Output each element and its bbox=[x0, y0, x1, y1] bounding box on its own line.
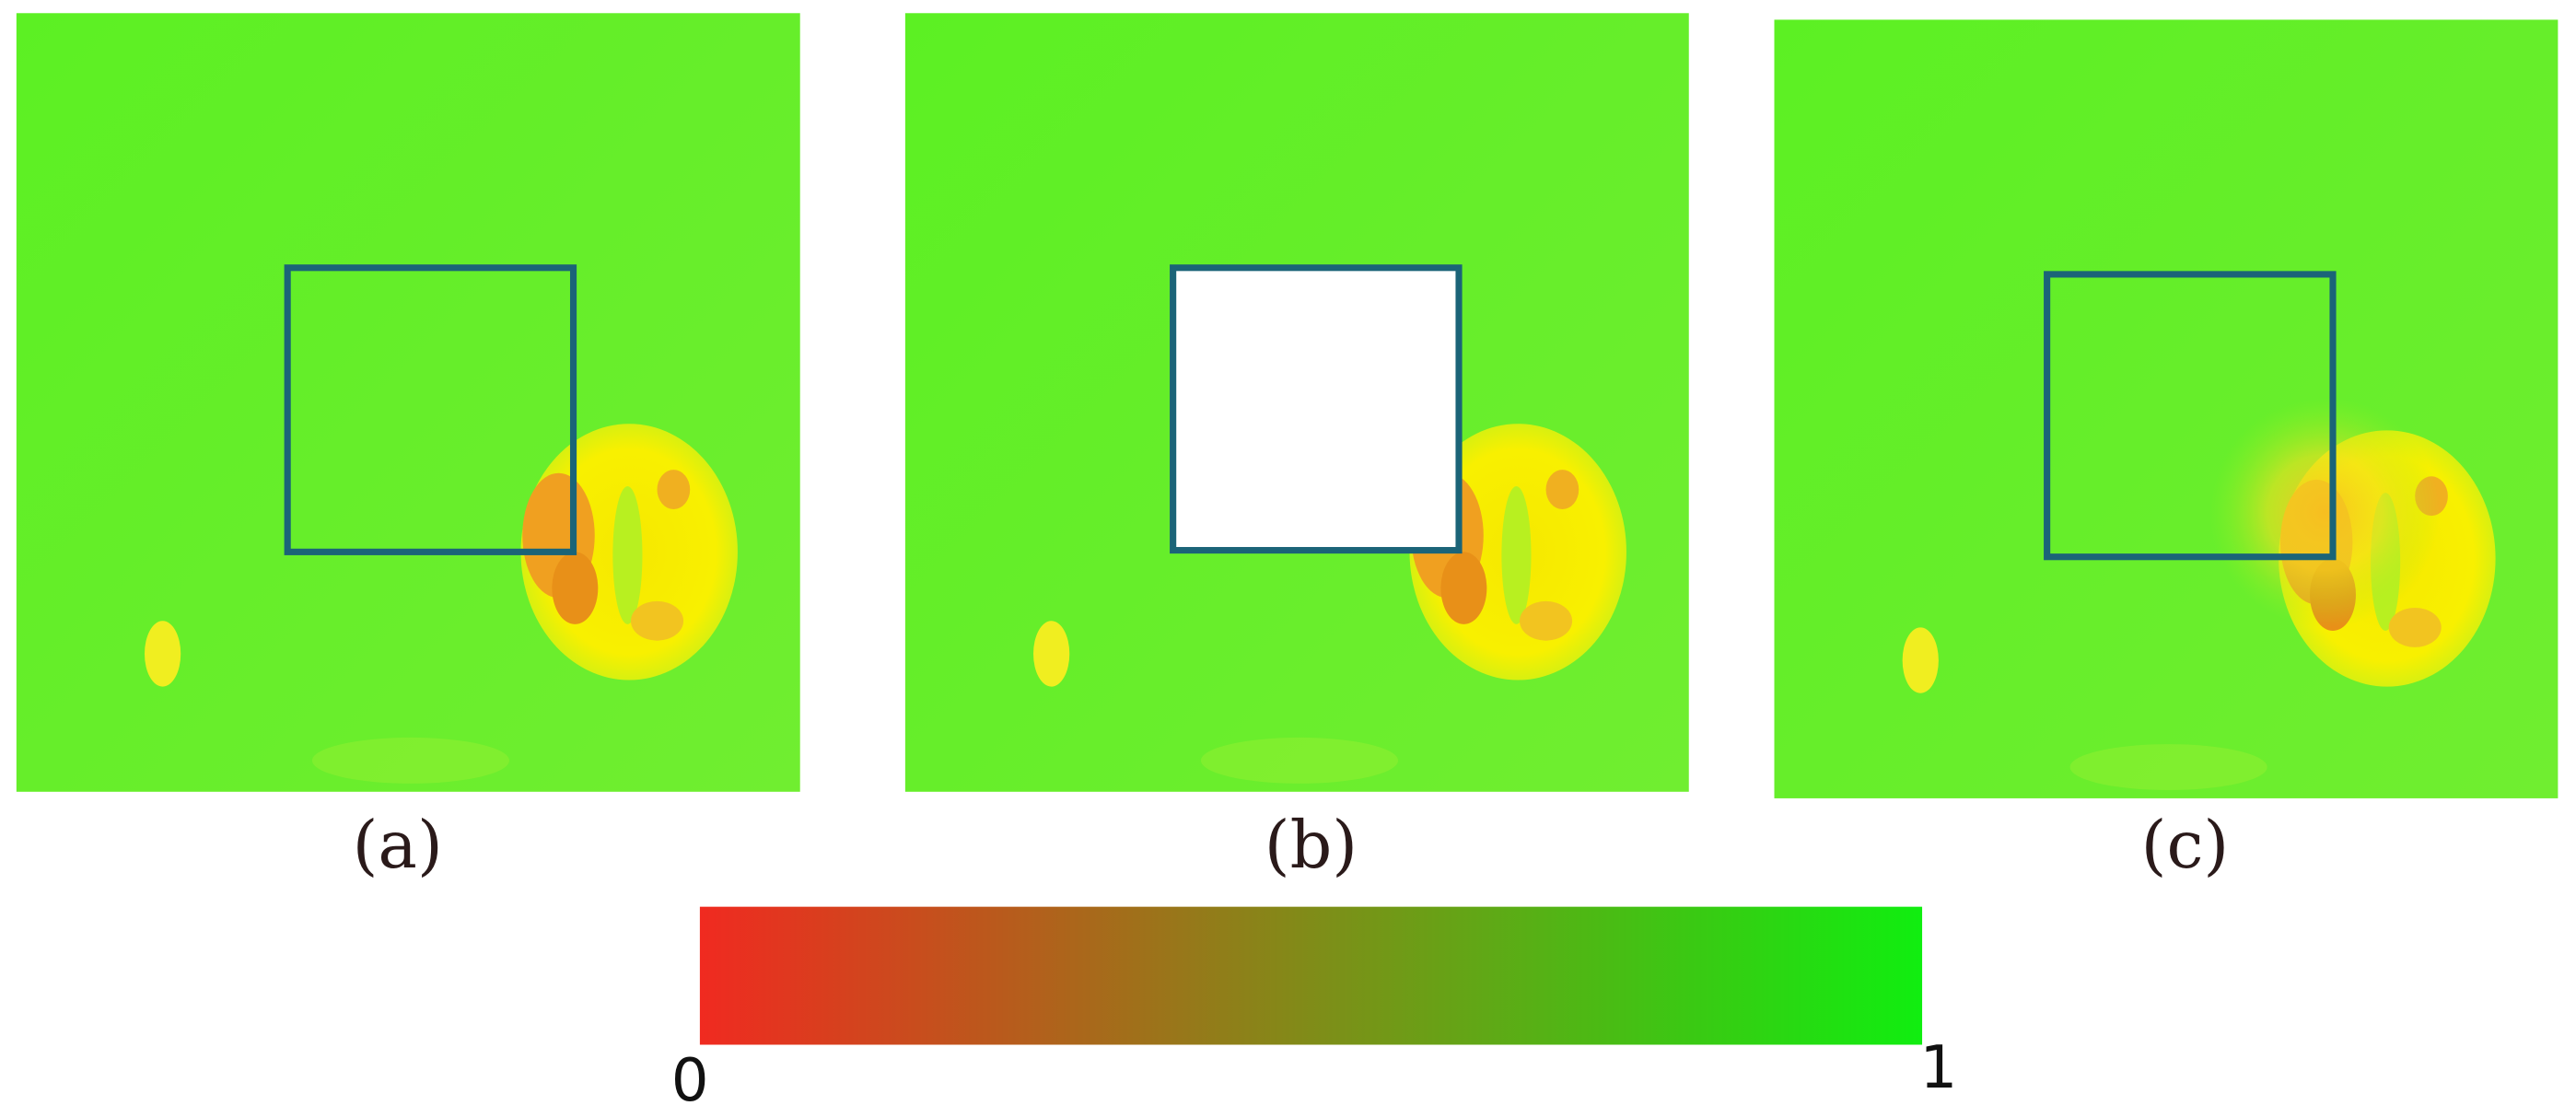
panel-a bbox=[16, 13, 800, 792]
colorbar-tick-label: 0 bbox=[671, 1046, 709, 1115]
panel-label: (b) bbox=[1265, 807, 1358, 883]
panel-c bbox=[1774, 19, 2559, 798]
panel-b bbox=[904, 13, 1689, 792]
colorbar bbox=[699, 906, 1923, 1045]
panel-label: (a) bbox=[353, 807, 443, 883]
panel-label: (c) bbox=[2141, 807, 2230, 883]
colorbar-tick-label: 1 bbox=[1919, 1033, 1957, 1102]
